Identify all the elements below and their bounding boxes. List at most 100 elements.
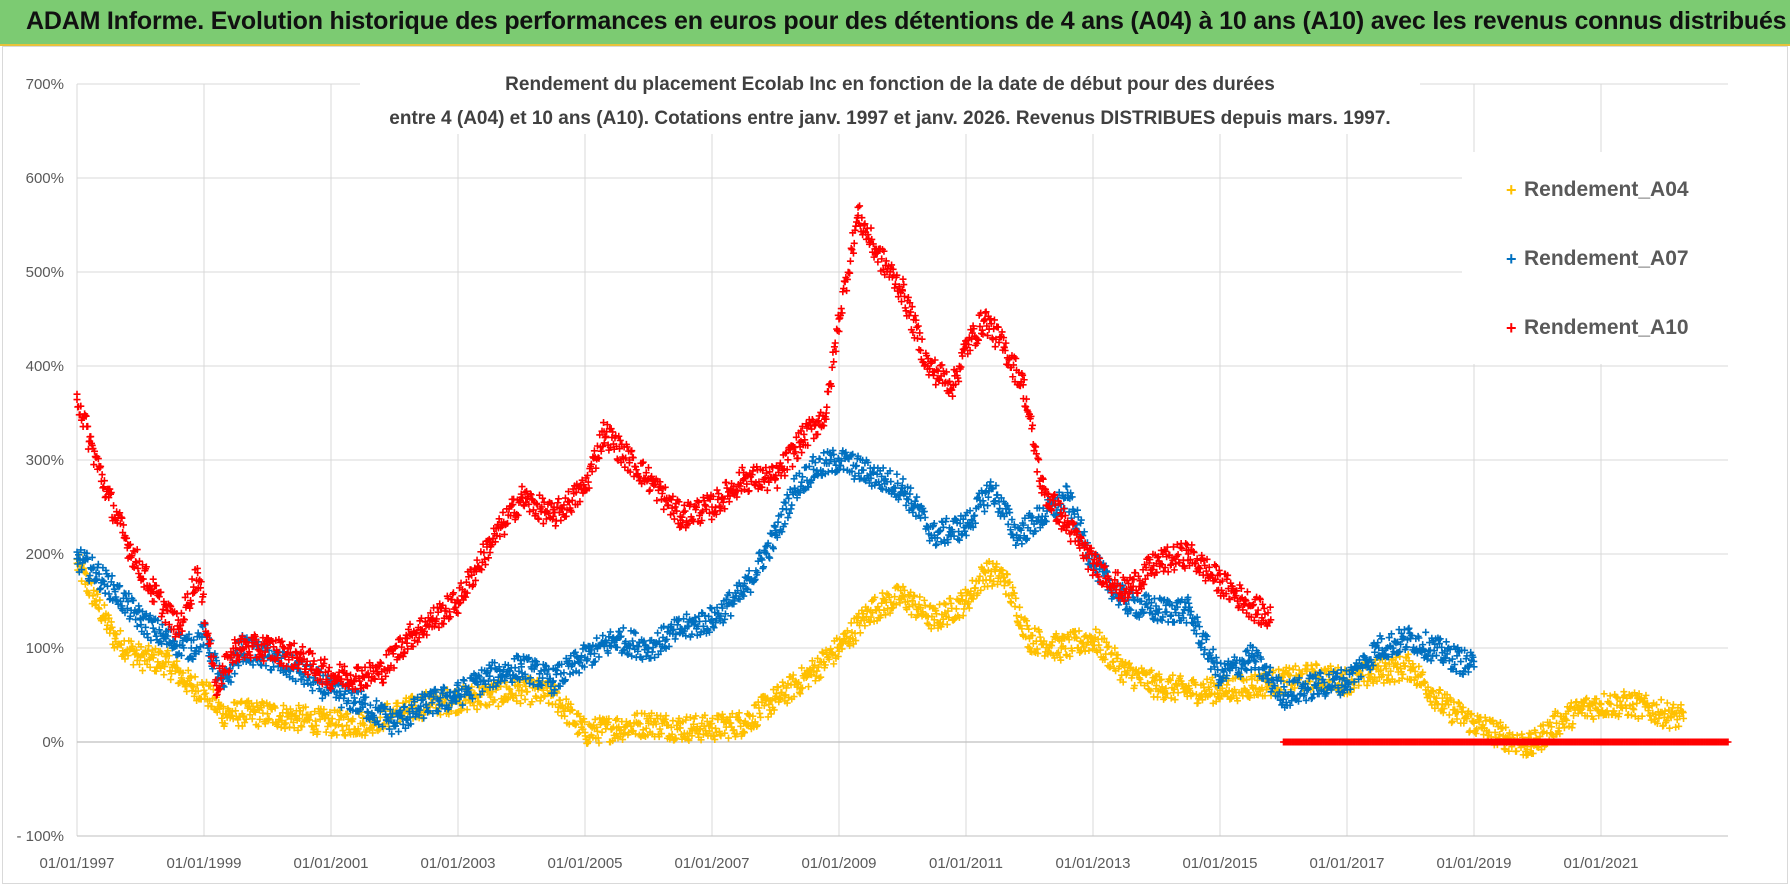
data-point [1597,700,1605,708]
data-point [737,722,745,730]
data-point [116,627,124,635]
data-point [1553,719,1561,727]
data-point [1163,690,1171,698]
data-point [928,612,936,620]
data-point [1666,724,1674,732]
data-point [847,619,855,627]
data-point [161,663,169,671]
data-point [1114,651,1122,659]
data-point [146,663,154,671]
data-point [943,621,951,629]
data-point [1065,636,1073,644]
data-point [520,678,528,686]
data-point [821,661,829,669]
data-point [562,695,570,703]
data-point [243,698,251,706]
data-point [1501,746,1509,754]
data-point [278,717,286,725]
data-point [1161,694,1169,702]
banner-title: ADAM Informe. Evolution historique des p… [26,7,1787,35]
data-point [286,705,294,713]
data-point [360,721,368,729]
data-point [808,657,816,665]
data-point [1054,648,1062,656]
data-point [326,708,334,716]
data-point [584,738,592,746]
data-point [636,720,644,728]
data-point [150,598,158,606]
data-point [1068,647,1076,655]
data-point [254,722,262,730]
data-point [460,677,468,685]
grid [76,83,1728,837]
data-point [470,702,478,710]
data-point [648,709,656,717]
data-point [1147,687,1155,695]
data-point [256,715,264,723]
data-point [241,718,249,726]
data-point [962,531,970,539]
data-point [127,637,135,645]
data-point [955,614,963,622]
data-point [321,655,329,663]
data-point [653,497,661,505]
data-point [1119,678,1127,686]
data-point [749,712,757,720]
data-point [1103,643,1111,651]
data-point [1115,601,1123,609]
data-point [980,567,988,575]
data-point [257,704,265,712]
data-point [1095,641,1103,649]
data-point [595,739,603,747]
data-point [575,729,583,737]
data-point [735,709,743,717]
data-point [668,730,676,738]
data-point [965,598,973,606]
data-point [84,422,92,430]
data-point [795,679,803,687]
data-point [107,625,115,633]
data-point [881,611,889,619]
data-point [697,736,705,744]
data-point [164,658,172,666]
data-point [760,702,768,710]
data-point [356,720,364,728]
data-point [838,645,846,653]
data-point [1016,603,1024,611]
data-point [1053,649,1061,657]
data-point [790,693,798,701]
data-point [561,712,569,720]
data-point [1131,682,1139,690]
data-point [1560,724,1568,732]
data-point [100,601,108,609]
data-point [101,616,109,624]
title-banner: ADAM Informe. Evolution historique des p… [0,0,1790,46]
data-point [805,683,813,691]
data-point [379,679,387,687]
data-point [811,661,819,669]
data-point [1171,696,1179,704]
data-point [899,583,907,591]
data-point [1145,686,1153,694]
data-point [1108,649,1116,657]
data-point [717,732,725,740]
data-point [354,725,362,733]
data-point [135,661,143,669]
data-point [901,586,909,594]
data-point [944,607,952,615]
data-point [893,470,901,478]
data-point [990,577,998,585]
data-point [238,722,246,730]
data-point [116,640,124,648]
data-point [713,486,721,494]
data-point [113,630,121,638]
data-point [374,727,382,735]
data-point [325,664,333,672]
data-point [815,674,823,682]
data-point [1012,594,1020,602]
data-point [513,697,521,705]
data-point [1034,649,1042,657]
data-point [139,667,147,675]
data-point [1052,630,1060,638]
data-point [852,637,860,645]
